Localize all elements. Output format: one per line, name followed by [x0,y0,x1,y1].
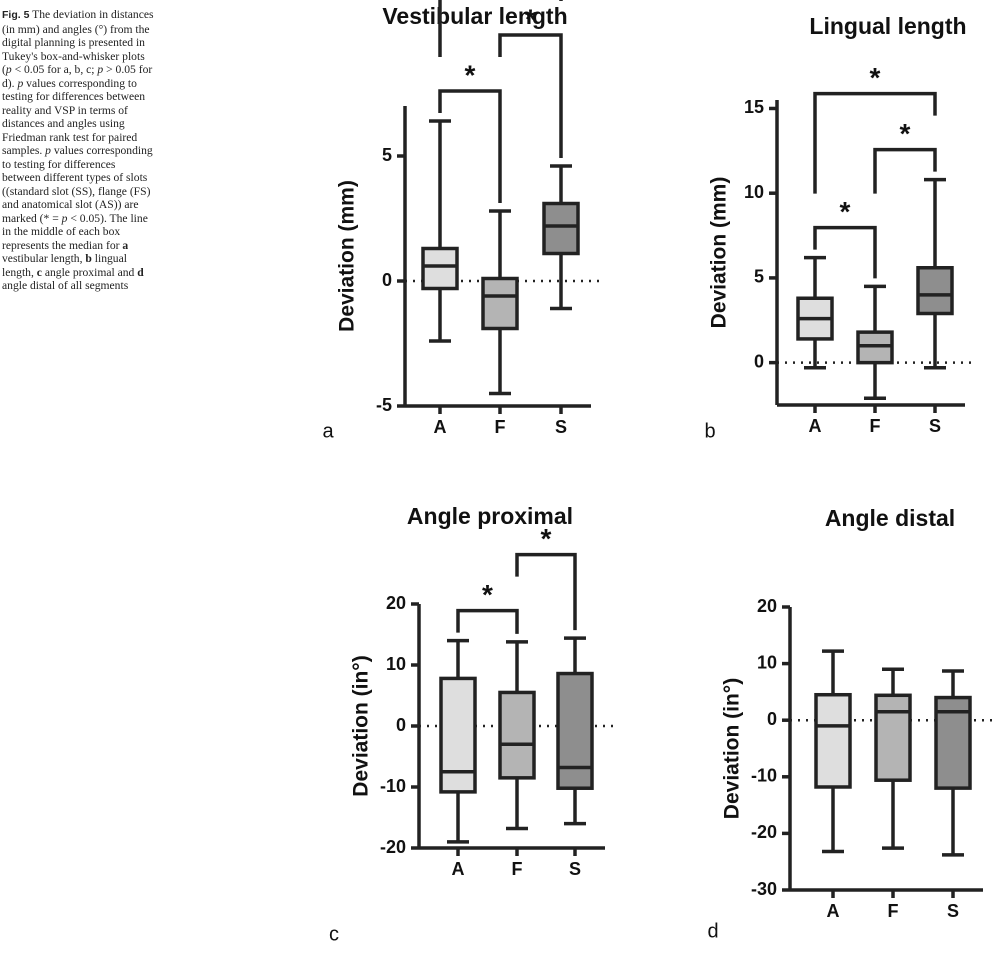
x-tick-label: A [434,417,447,437]
significance-label: * [541,523,552,554]
caption-text: lingual length, [2,252,127,279]
y-axis-label: Deviation (mm) [708,177,731,329]
y-tick-label: 10 [757,652,777,672]
significance-bracket [456,608,519,634]
y-axis-label: Deviation (mm) [336,180,359,332]
box [439,676,477,794]
caption-text: angle proximal and [41,265,138,279]
box [421,246,459,291]
box [814,692,852,789]
y-tick-label: 10 [744,182,764,202]
y-tick-label: 15 [744,97,764,117]
y-tick-label: 20 [757,596,777,616]
significance-bracket [873,147,937,194]
caption-text: values corresponding to testing for diff… [2,76,146,158]
y-tick-label: 0 [754,351,764,371]
significance-bracket [813,225,877,279]
box [481,276,519,331]
y-tick-label: 5 [382,145,392,165]
caption-label: Fig. 5 [2,9,30,21]
y-axis-label: Deviation (in°) [721,678,744,819]
caption-text: > 0.05 for d). [2,63,153,90]
caption-text: c [36,265,42,279]
y-tick-label: 5 [754,267,764,287]
caption-text: b [85,252,92,265]
caption-text: p [97,63,104,76]
significance-bracket [438,89,502,203]
significance-bracket [498,33,563,158]
y-axis-label: Deviation (in°) [350,655,373,796]
y-tick-label: -30 [751,879,777,899]
caption-text: a [122,238,129,252]
box [556,671,594,790]
significance-bracket [515,552,577,631]
significance-label: * [525,3,536,34]
x-tick-label: A [452,859,465,879]
y-tick-label: -20 [380,837,406,857]
x-tick-label: F [495,417,506,437]
panel-label: b [704,420,715,442]
significance-label: * [840,196,851,227]
significance-bracket [813,91,937,194]
chart-title: Angle distal [825,505,955,531]
x-tick-label: A [827,901,840,921]
y-tick-label: 0 [382,270,392,290]
caption-text: vestibular length, [2,252,86,265]
x-tick-label: F [870,416,881,436]
box [874,693,912,782]
caption-text: values corresponding to testing for diff… [2,144,153,225]
x-tick-label: S [929,416,941,436]
panel-label: c [329,923,339,945]
significance-label: * [465,59,476,90]
chart-title: Lingual length [809,13,966,39]
significance-bracket [438,0,563,57]
figure-caption: Fig. 5 The deviation in distances (in mm… [2,8,154,293]
caption-text: p [61,211,68,225]
x-tick-label: F [888,901,899,921]
significance-label: * [482,579,493,610]
panel-label: d [707,920,718,942]
panel-label: a [322,420,334,442]
caption-text: < 0.05 for a, b, c; [11,63,98,76]
y-tick-label: -5 [376,395,392,415]
significance-label: * [870,62,881,93]
y-tick-label: -10 [751,766,777,786]
caption-text: p [17,76,24,90]
x-tick-label: A [809,416,822,436]
box [498,690,536,780]
caption-text: p [45,144,51,157]
caption-text: < 0.05). The line in the middle of each … [2,211,148,252]
chart-title: Angle proximal [407,503,573,529]
x-tick-label: S [555,417,567,437]
x-tick-label: S [569,859,581,879]
caption-text: d [137,265,144,279]
x-tick-label: S [947,901,959,921]
y-tick-label: 0 [396,715,406,735]
caption-text: The deviation in distances (in mm) and a… [2,8,154,76]
y-tick-label: 10 [386,654,406,674]
significance-label: * [900,118,911,149]
chart-title: Vestibular length [382,3,567,29]
box [916,266,954,316]
box [542,201,580,256]
y-tick-label: -10 [380,776,406,796]
y-tick-label: -20 [751,822,777,842]
y-tick-label: 0 [767,709,777,729]
x-tick-label: F [512,859,523,879]
y-tick-label: 20 [386,593,406,613]
caption-text: p [5,63,12,76]
caption-text: angle distal of all segments [2,279,129,292]
